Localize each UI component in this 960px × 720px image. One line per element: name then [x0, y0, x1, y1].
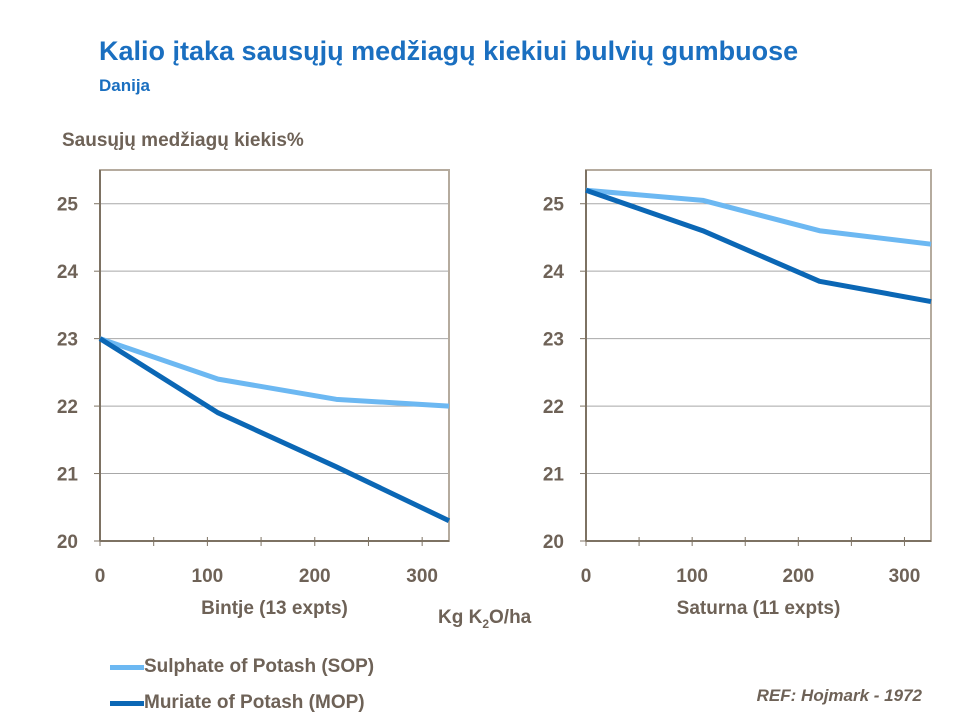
x-tick-label: 100: [192, 566, 224, 587]
y-tick-label: 24: [543, 262, 565, 283]
y-tick-label: 21: [543, 465, 565, 486]
legend-label-sop: Sulphate of Potash (SOP): [144, 656, 375, 677]
x-tick-label: 200: [782, 566, 814, 587]
legend-swatch-mop: [110, 700, 144, 706]
legend-label-mop: Muriate of Potash (MOP): [144, 692, 365, 713]
y-tick-label: 21: [57, 465, 79, 486]
x-axis-label: Bintje (13 expts): [201, 598, 348, 619]
x-tick-label: 300: [889, 566, 921, 587]
x-tick-label: 200: [299, 566, 331, 587]
x-axis-label: Saturna (11 expts): [677, 598, 841, 619]
y-tick-label: 23: [57, 330, 78, 351]
x-tick-label: 300: [406, 566, 438, 587]
x-unit-main: Kg K: [438, 607, 483, 628]
legend-item-mop: Muriate of Potash (MOP): [110, 692, 365, 714]
x-tick-label: 0: [95, 566, 106, 587]
y-tick-label: 25: [57, 195, 79, 216]
x-tick-label: 100: [676, 566, 708, 587]
chart-subtitle: Danija: [99, 76, 151, 95]
y-tick-label: 25: [543, 195, 565, 216]
y-tick-label: 20: [57, 532, 78, 553]
chart-title: Kalio įtaka sausųjų medžiagų kiekiui bul…: [99, 36, 799, 66]
plot-frame: [585, 169, 932, 542]
legend-swatch-sop: [110, 664, 144, 670]
y-tick-label: 20: [543, 532, 564, 553]
y-tick-label: 23: [543, 330, 564, 351]
legend-item-sop: Sulphate of Potash (SOP): [110, 656, 374, 678]
reference-note: REF: Hojmark - 1972: [756, 686, 922, 705]
x-tick-label: 0: [581, 566, 592, 587]
x-unit-subscript: 2: [482, 616, 490, 631]
x-axis-unit-label: Kg K2O/ha: [438, 607, 531, 631]
y-axis-label: Sausųjų medžiagų kiekis%: [62, 130, 304, 151]
series-line-sop: [99, 336, 450, 409]
y-tick-label: 24: [57, 262, 79, 283]
series-line-mop: [98, 336, 451, 524]
series-line-mop: [585, 187, 932, 304]
y-tick-label: 22: [543, 397, 564, 418]
series-line-sop: [585, 187, 932, 247]
y-tick-label: 22: [57, 397, 78, 418]
x-unit-tail: O/ha: [489, 607, 532, 628]
